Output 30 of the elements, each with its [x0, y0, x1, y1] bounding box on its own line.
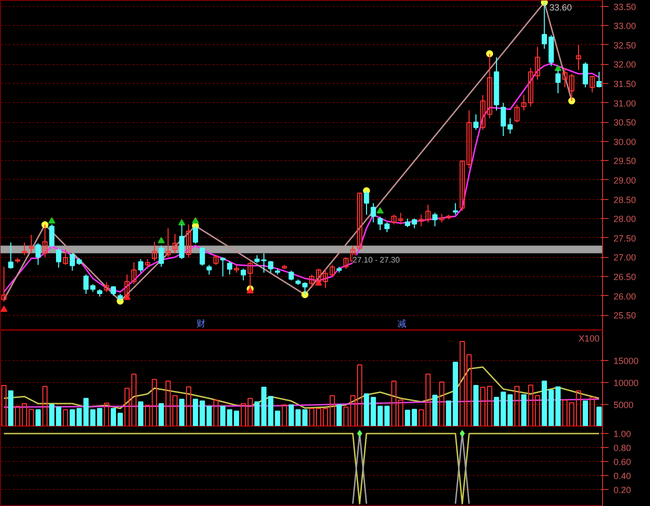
y-tick-label: 33.00 [614, 21, 636, 32]
y-tick-label: 29.50 [614, 156, 636, 166]
y-tick-label: 0.20 [614, 485, 632, 496]
y-tick-label: 30.50 [614, 118, 636, 128]
y-tick-label: 10000 [614, 378, 639, 388]
y-tick-label: 0.40 [614, 471, 632, 482]
y-tick-label: 15000 [614, 356, 639, 366]
y-tick-label: 32.00 [614, 60, 636, 70]
y-tick-label: 26.50 [614, 272, 636, 282]
y-tick-label: 27.50 [614, 233, 636, 244]
y-tick-label: 29.00 [614, 175, 636, 186]
y-tick-label: 1.00 [614, 429, 632, 440]
y-tick-label: 27.00 [614, 252, 636, 263]
y-tick-label: 33.50 [614, 2, 636, 12]
y-tick-label: 31.00 [614, 98, 636, 108]
y-tick-label: 5000 [614, 400, 634, 410]
annotation: 财 [196, 318, 206, 328]
y-tick-label: 31.50 [614, 78, 636, 89]
y-tick-label: 28.00 [614, 214, 636, 224]
band-label: 27.10 - 27.30 [352, 255, 400, 264]
y-tick-label: 25.50 [614, 310, 636, 321]
annotation: 减 [397, 318, 406, 328]
annotation: X100 [578, 334, 600, 344]
y-tick-label: 32.50 [614, 40, 636, 50]
y-tick-label: 30.00 [614, 136, 636, 147]
annotation: 33.60 [549, 2, 572, 12]
y-tick-label: 0.80 [614, 443, 632, 454]
y-tick-label: 0.60 [614, 457, 632, 468]
y-tick-label: 28.50 [614, 194, 636, 205]
y-tick-label: 26.00 [614, 291, 636, 302]
